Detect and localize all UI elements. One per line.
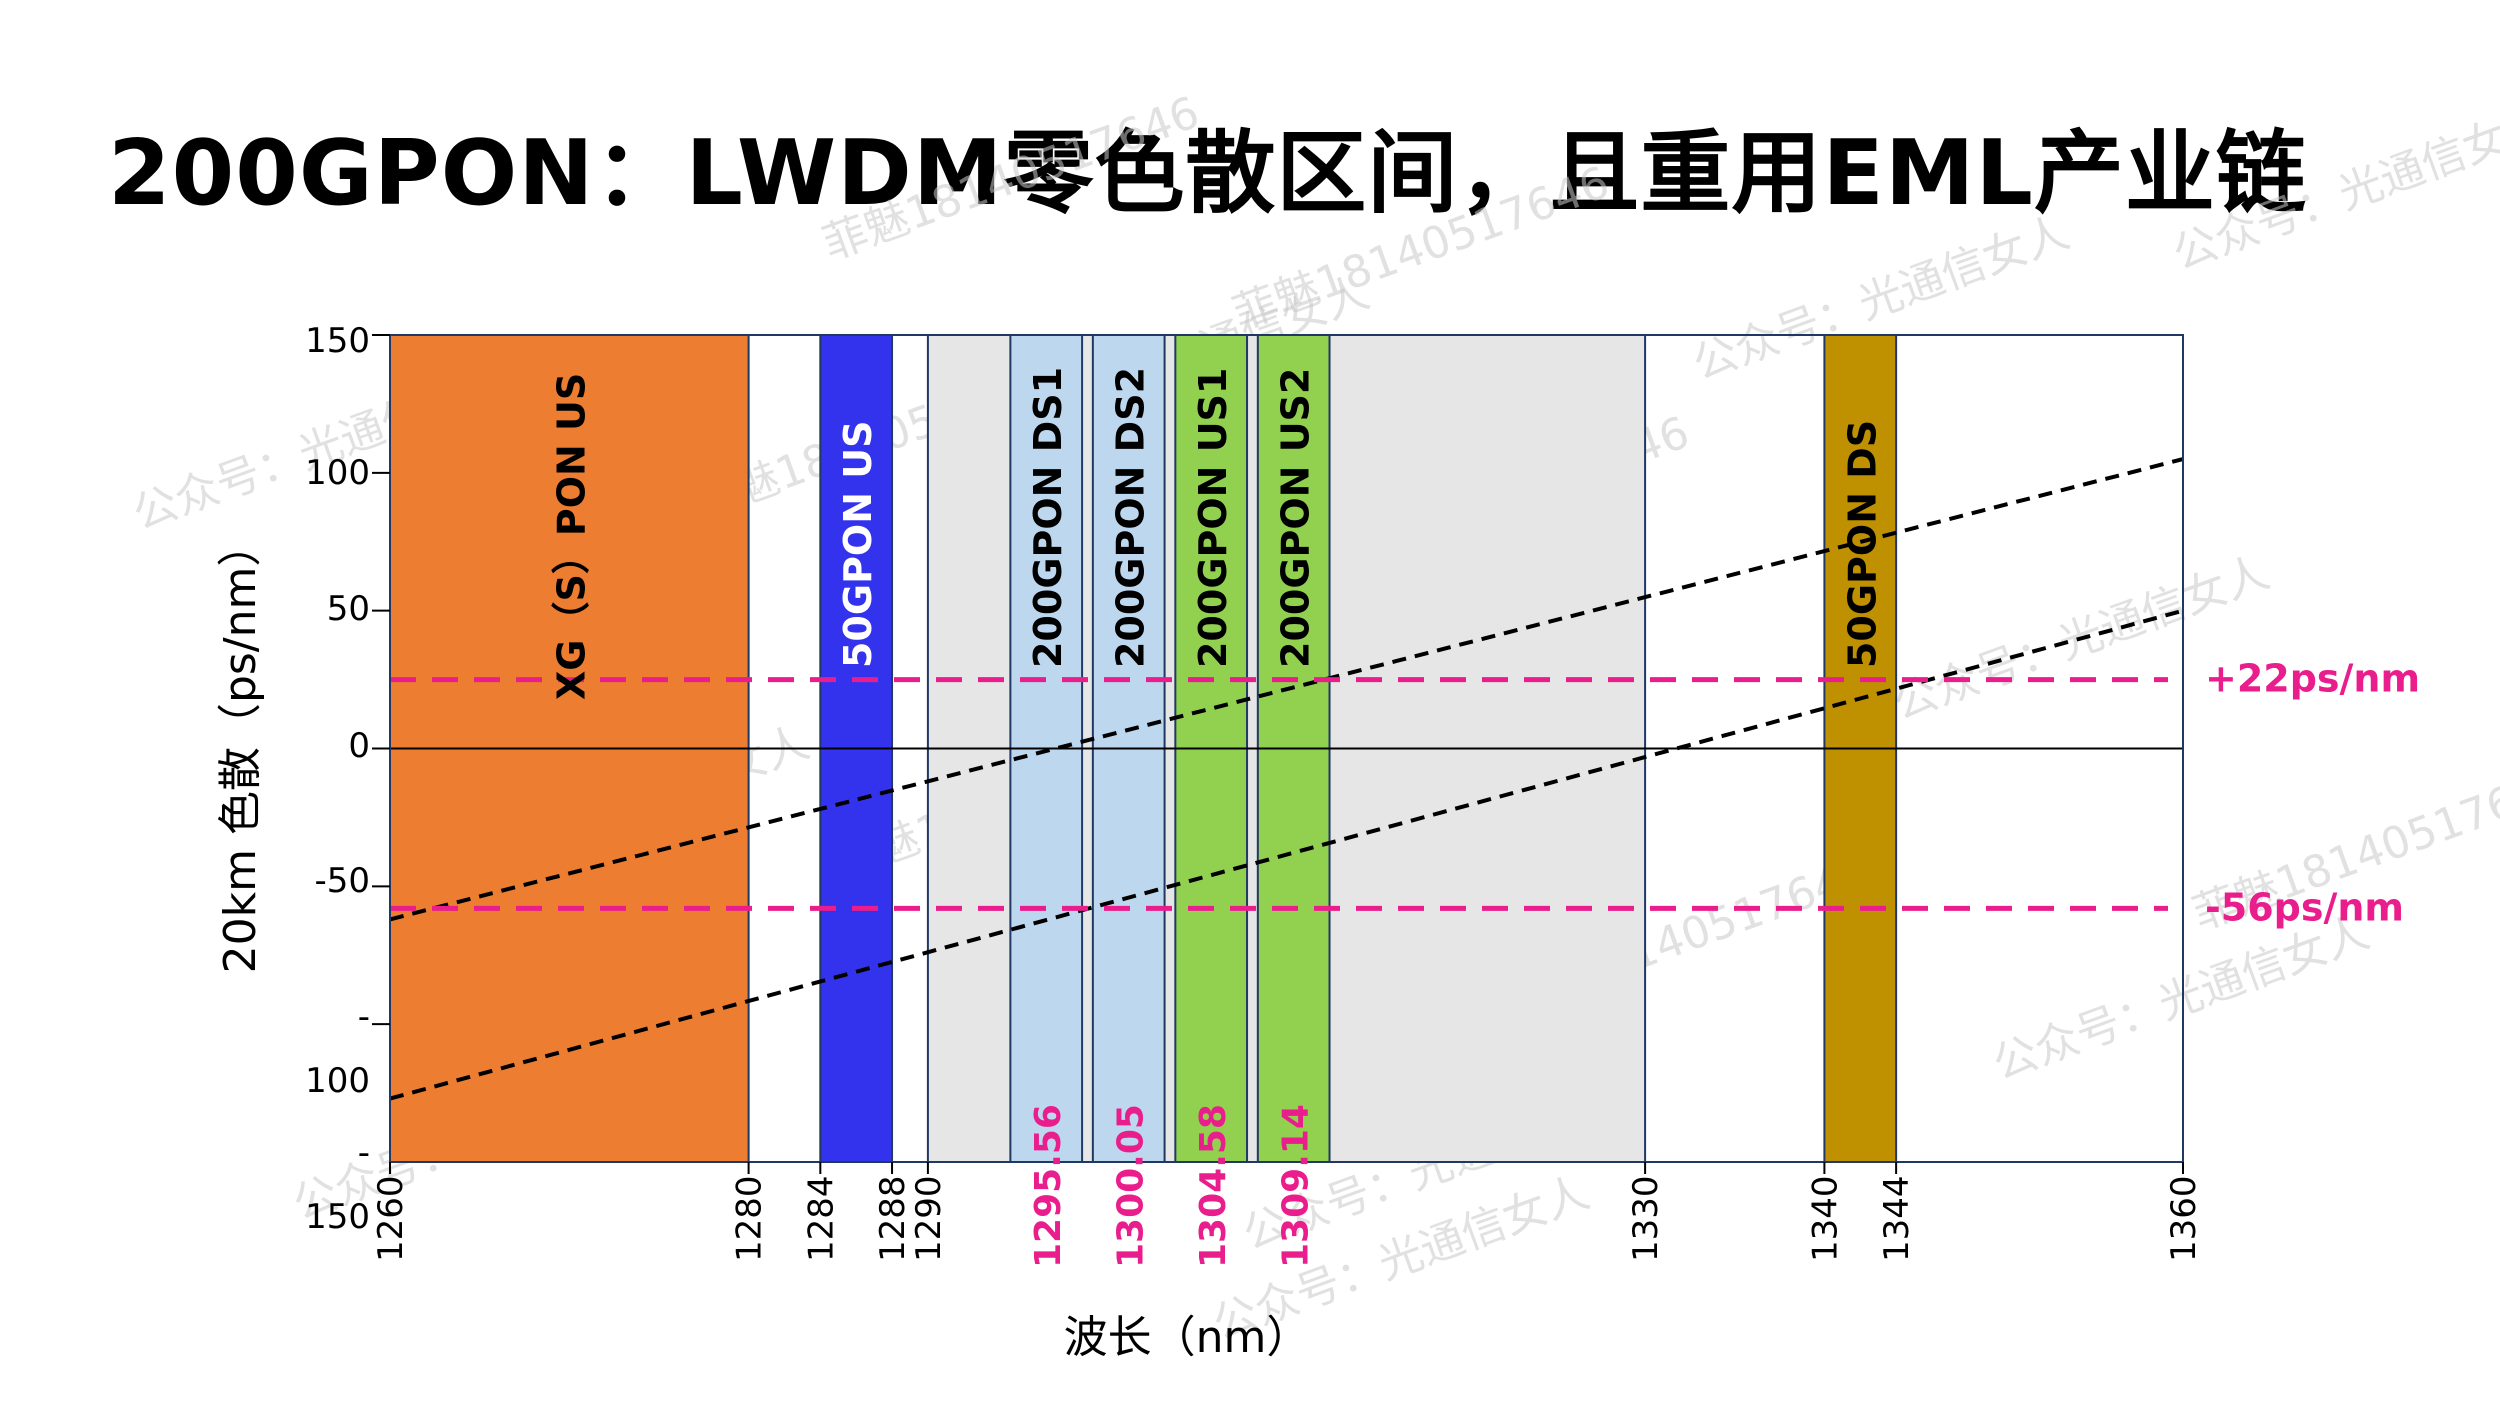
y-axis: 150 100 50 0 -50 - 100 - 150 — [305, 321, 390, 1237]
y-tick-label: - — [358, 1133, 370, 1173]
x-tick-label: 1344 — [1877, 1175, 1917, 1262]
band-label: 200GPON DS2 — [1109, 367, 1153, 668]
watermark-text: 公众号：光通信女人 — [2166, 97, 2500, 280]
band-label: 200GPON US1 — [1191, 368, 1235, 668]
threshold-layer: +22ps/nm -56ps/nm — [390, 657, 2420, 929]
band-center-wavelength: 1304.58 — [1193, 1104, 1234, 1268]
y-axis-title: 20km 色散（ps/nm） — [215, 523, 266, 974]
y-tick-label: - — [358, 997, 370, 1037]
threshold-label: +22ps/nm — [2205, 657, 2420, 701]
band-center-wavelength: 1300.05 — [1111, 1104, 1152, 1268]
x-tick-label: 1288 — [873, 1175, 913, 1262]
dispersion-line — [389, 457, 2184, 922]
axis-titles-layer: 波长（nm） 20km 色散（ps/nm） — [215, 523, 1310, 1363]
y-tick-label: 100 — [305, 1061, 370, 1101]
x-axis-title: 波长（nm） — [1064, 1312, 1311, 1363]
x-tick-label: 1340 — [1805, 1175, 1845, 1262]
threshold-label: -56ps/nm — [2205, 885, 2404, 929]
x-tick-label: 1290 — [909, 1175, 949, 1262]
y-tick-label: 0 — [348, 726, 370, 766]
band-center-wavelength: 1295.56 — [1028, 1104, 1069, 1268]
y-tick-label: 100 — [305, 453, 370, 493]
band-label: XG（S）PON US — [549, 373, 593, 700]
band-label: 200GPON DS1 — [1026, 367, 1070, 668]
band-labels-layer: XG（S）PON US 50GPON US 200GPON DS1 1295.56 20… — [549, 367, 1884, 1268]
y-tick-label: -50 — [314, 861, 370, 901]
dispersion-lines-layer — [389, 457, 2184, 1101]
y-tick-label: 150 — [305, 321, 370, 361]
watermark-text: 公众号：光通信女人 — [1986, 907, 2376, 1090]
y-tick-label: 50 — [327, 589, 370, 629]
x-tick-label: 1260 — [371, 1175, 411, 1262]
x-tick-label: 1330 — [1626, 1175, 1666, 1262]
band-label: 50GPON DS — [1840, 420, 1884, 668]
x-tick-label: 1360 — [2164, 1175, 2204, 1262]
watermark-text: 菲魅18140517646 — [1226, 157, 1616, 340]
x-tick-label: 1280 — [730, 1175, 770, 1262]
page-title: 200GPON：LWDM零色散区间，且重用EML产业链 — [108, 121, 2307, 226]
band-label: 50GPON US — [836, 421, 880, 668]
dispersion-line — [389, 608, 2184, 1101]
y-tick-label: 150 — [305, 1197, 370, 1237]
x-tick-label: 1284 — [801, 1175, 841, 1262]
band-label: 200GPON US2 — [1274, 368, 1318, 668]
band-center-wavelength: 1309.14 — [1276, 1104, 1317, 1268]
watermark-text: 菲魅18140517646 — [816, 87, 1206, 270]
